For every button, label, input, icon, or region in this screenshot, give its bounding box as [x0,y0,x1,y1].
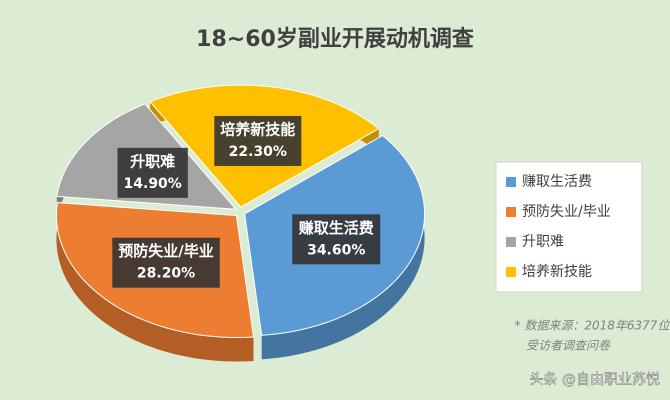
legend-label: 培养新技能 [522,264,592,280]
legend-swatch [506,237,516,247]
data-label: 赚取生活费 34.60% [292,214,381,265]
source-note: 受访者调查问卷 [526,339,611,353]
slice-side [261,135,425,360]
data-label: 升职难 14.90% [117,147,188,198]
data-label-name: 赚取生活费 [298,219,374,237]
data-label: 预防失业/毕业 28.20% [112,237,220,288]
data-label-name: 升职难 [130,152,175,170]
legend-label: 升职难 [522,234,564,250]
legend-label: 预防失业/毕业 [522,204,611,220]
data-label-name: 预防失业/毕业 [118,242,213,260]
legend-label: 赚取生活费 [522,174,592,190]
source-note: * 数据来源：2018年6377位 [515,319,670,333]
data-label-name: 培养新技能 [220,120,295,138]
data-label-box [292,214,381,265]
legend-swatch [506,177,516,187]
legend-box [495,161,643,293]
watermark: 头条 @自由职业苏悦 [530,371,660,388]
data-label-value: 34.60% [307,242,365,258]
data-label-value: 22.30% [229,144,287,160]
data-label-box [112,237,220,288]
chart-title: 18~60岁副业开展动机调查 [196,26,474,52]
legend-swatch [506,267,516,277]
data-label-value: 28.20% [137,266,195,282]
data-label-value: 14.90% [124,176,182,192]
data-label: 培养新技能 22.30% [214,115,302,166]
data-label-box [214,115,302,166]
legend-swatch [506,207,516,217]
slice-side [56,202,254,362]
data-label-box [117,147,188,198]
